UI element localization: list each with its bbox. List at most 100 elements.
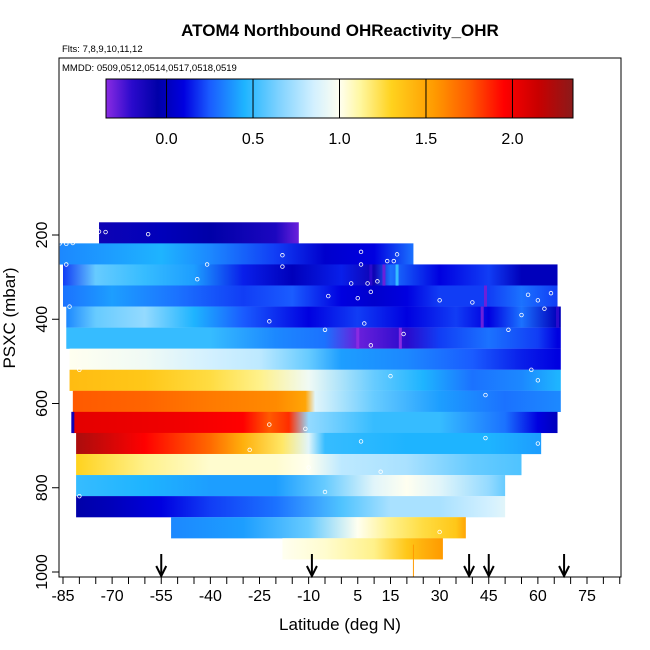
x-tick-label: 30 bbox=[431, 588, 449, 605]
curtain-streak bbox=[483, 285, 487, 307]
sample-marker bbox=[77, 493, 82, 499]
curtain-band bbox=[171, 517, 466, 539]
sample-marker bbox=[483, 392, 488, 398]
sample-marker bbox=[267, 319, 272, 324]
curtain-band bbox=[72, 411, 558, 434]
sample-marker bbox=[365, 281, 370, 286]
sample-marker bbox=[362, 321, 367, 326]
curtain-streak bbox=[556, 306, 560, 328]
sample-marker bbox=[358, 249, 364, 255]
sample-marker bbox=[394, 252, 400, 257]
sample-marker bbox=[280, 264, 285, 269]
colorbar-tick-label: 1.0 bbox=[328, 131, 350, 148]
sample-marker bbox=[378, 469, 383, 474]
sample-marker bbox=[59, 241, 62, 246]
sample-marker bbox=[391, 258, 396, 264]
flight-arrow-head bbox=[306, 565, 318, 579]
flight-arrows bbox=[155, 554, 570, 579]
sample-marker bbox=[103, 229, 108, 235]
sample-marker bbox=[535, 298, 541, 303]
sample-marker bbox=[470, 300, 475, 305]
sample-marker bbox=[355, 295, 360, 301]
sample-marker bbox=[375, 279, 380, 284]
curtain-band bbox=[76, 496, 506, 518]
x-tick-label: -25 bbox=[248, 588, 271, 605]
sample-marker bbox=[437, 298, 442, 303]
sample-marker bbox=[96, 229, 102, 234]
curtain-streak bbox=[480, 306, 484, 328]
curtain-bands bbox=[59, 222, 561, 577]
flight-arrow-head bbox=[463, 565, 475, 579]
sample-marker bbox=[529, 367, 534, 372]
sample-marker bbox=[64, 262, 69, 267]
y-tick-label: 200 bbox=[34, 222, 51, 249]
flights-label: Flts: 7,8,9,10,11,12 bbox=[62, 44, 143, 55]
curtain-band bbox=[66, 327, 561, 349]
flight-arrow-head bbox=[558, 565, 570, 579]
sample-marker bbox=[306, 465, 311, 470]
sample-marker bbox=[368, 343, 374, 348]
sample-marker bbox=[322, 327, 328, 332]
x-axis-label: Latitude (deg N) bbox=[279, 615, 401, 634]
dates-label: MMDD: 0509,0512,0514,0517,0518,0519 bbox=[62, 63, 237, 74]
x-tick-label: 60 bbox=[529, 588, 547, 605]
x-tick-label: 75 bbox=[578, 588, 596, 605]
sample-marker bbox=[506, 327, 511, 332]
chart-title: ATOM4 Northbound OHReactivity_OHR bbox=[181, 21, 499, 40]
sample-marker bbox=[548, 290, 554, 296]
x-tick-label: -10 bbox=[297, 588, 320, 605]
x-tick-label: 45 bbox=[480, 588, 498, 605]
curtain-band bbox=[99, 222, 299, 244]
colorbar-tick-label: 0.5 bbox=[242, 131, 264, 148]
sample-marker bbox=[525, 292, 531, 298]
sample-marker bbox=[349, 281, 354, 286]
curtain-streak bbox=[369, 264, 373, 286]
colorbar: 0.0 0.5 1.0 1.5 2.0 bbox=[105, 78, 574, 148]
curtain-streak bbox=[398, 327, 402, 349]
flight-arrow-head bbox=[155, 565, 168, 579]
sample-marker bbox=[64, 241, 69, 247]
sample-marker bbox=[60, 311, 66, 317]
sample-marker bbox=[195, 277, 200, 282]
curtain-band bbox=[282, 538, 443, 560]
sample-marker bbox=[70, 240, 76, 246]
y-tick-label: 400 bbox=[34, 306, 51, 333]
curtain-band bbox=[66, 306, 561, 328]
colorbar-tick-label: 1.5 bbox=[415, 131, 437, 148]
sample-marker bbox=[437, 529, 442, 535]
x-tick-label: 5 bbox=[353, 588, 362, 605]
sample-marker bbox=[519, 312, 524, 318]
sample-marker bbox=[267, 422, 272, 427]
curtain-band bbox=[72, 390, 561, 412]
curtain-streak bbox=[395, 264, 399, 286]
curtain-streak bbox=[356, 327, 360, 349]
sample-marker bbox=[145, 231, 151, 237]
sample-marker bbox=[204, 262, 210, 267]
sample-marker bbox=[388, 373, 393, 379]
x-tick-label: 15 bbox=[382, 588, 400, 605]
sample-marker bbox=[247, 447, 252, 453]
sample-marker bbox=[483, 435, 488, 441]
curtain-band bbox=[69, 369, 561, 391]
sample-marker bbox=[447, 569, 452, 575]
sample-marker bbox=[280, 253, 285, 258]
sample-marker bbox=[67, 304, 72, 309]
curtain-band bbox=[59, 243, 414, 265]
y-tick-label: 800 bbox=[34, 474, 51, 501]
sample-marker bbox=[385, 258, 390, 264]
curtain-streak bbox=[71, 411, 75, 434]
flight-arrow-head bbox=[482, 565, 495, 579]
sample-marker bbox=[77, 367, 82, 372]
x-tick-label: -40 bbox=[199, 588, 222, 605]
sample-marker bbox=[322, 489, 328, 495]
curtain-band bbox=[76, 475, 506, 497]
sample-marker bbox=[401, 331, 406, 337]
curtain-band bbox=[63, 264, 558, 286]
y-tick-label: 1000 bbox=[34, 554, 51, 590]
x-axis: -85 -70 -55 -40 -25 -10 5 15 30 45 60 75 bbox=[51, 577, 621, 605]
sample-marker bbox=[303, 426, 308, 431]
y-axis-label: PSXC (mbar) bbox=[0, 267, 19, 368]
curtain-band bbox=[69, 348, 561, 370]
colorbar-tick-label: 0.0 bbox=[155, 131, 177, 148]
